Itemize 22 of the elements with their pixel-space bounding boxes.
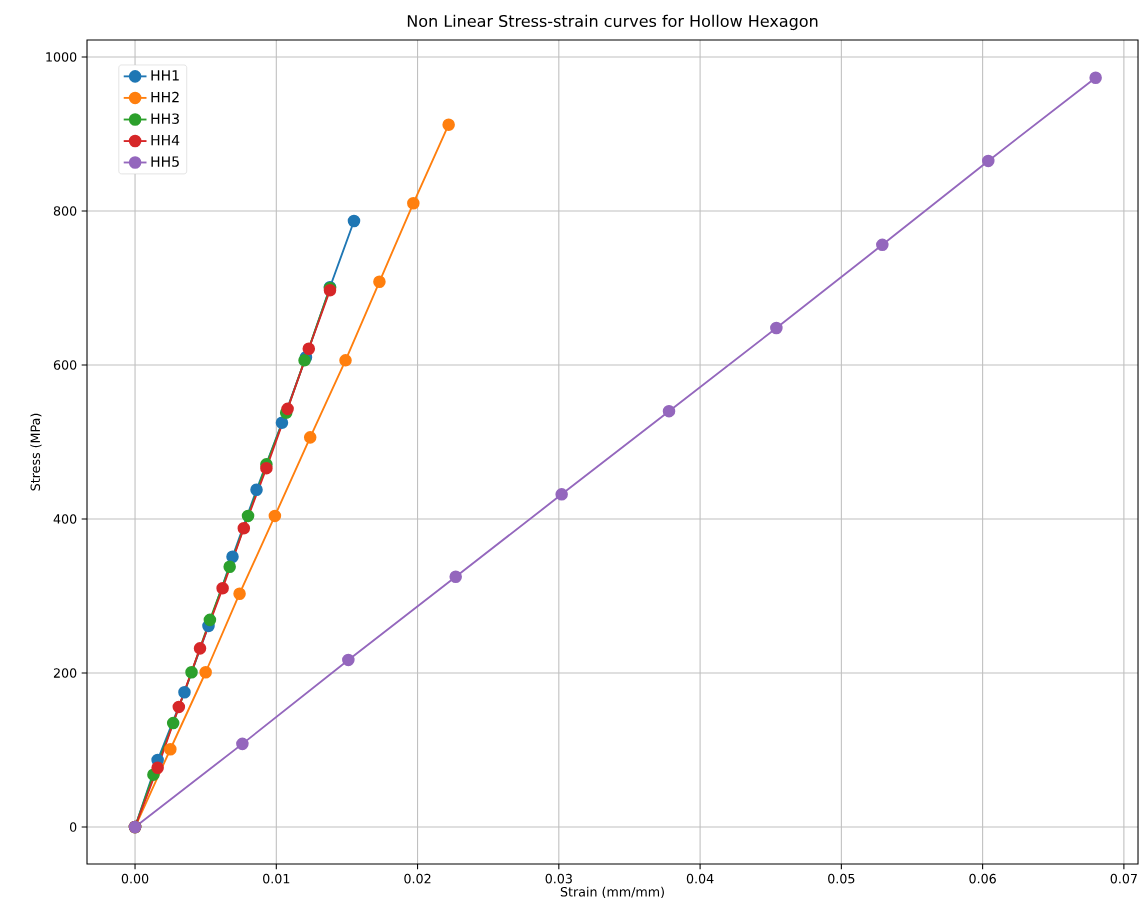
x-tick-label: 0.05 — [828, 873, 855, 884]
legend-label: HH4 — [151, 135, 180, 146]
y-tick-label: 400 — [53, 514, 77, 524]
y-tick-label: 0 — [69, 822, 77, 832]
x-tick-label: 0.02 — [404, 873, 431, 884]
y-tick-label: 1000 — [46, 52, 77, 62]
legend-label: HH5 — [151, 156, 179, 167]
x-tick-label: 0.03 — [545, 873, 572, 884]
x-tick-label: 0.07 — [1110, 873, 1137, 884]
legend-label: HH1 — [151, 70, 179, 81]
y-tick-label: 800 — [53, 206, 77, 216]
y-tick-label: 200 — [53, 668, 77, 678]
x-tick-label: 0.04 — [686, 873, 714, 884]
legend-label: HH2 — [151, 91, 179, 103]
x-tick-label: 0.06 — [969, 873, 996, 884]
y-axis-title: Stress (MPa) — [30, 413, 42, 491]
x-tick-label: 0.00 — [121, 873, 149, 884]
x-tick-label: 0.01 — [263, 873, 290, 884]
chart-title: Non Linear Stress-strain curves for Hollow Hexagon — [407, 14, 818, 31]
x-axis-title: Strain (mm/mm) — [560, 886, 664, 899]
legend-label: HH3 — [151, 113, 179, 124]
y-tick-label: 600 — [53, 360, 77, 370]
